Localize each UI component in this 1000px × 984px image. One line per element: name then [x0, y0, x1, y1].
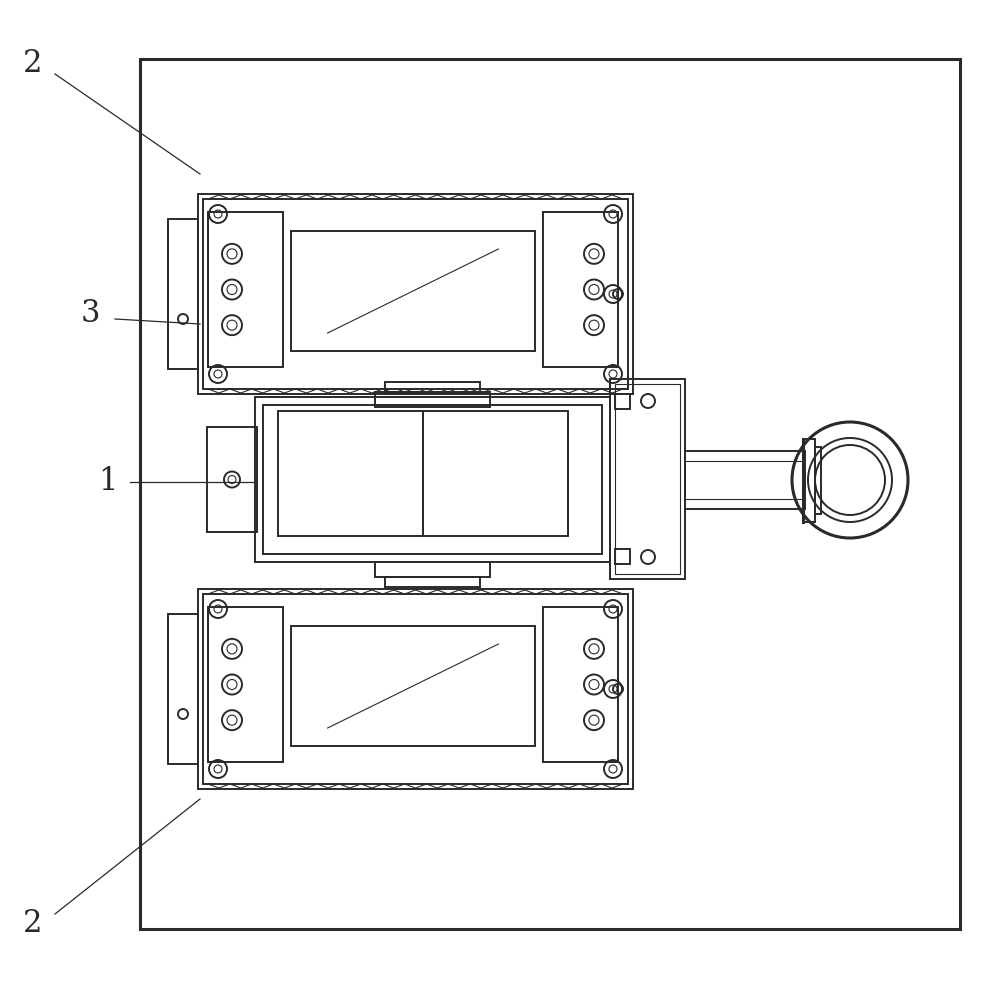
Bar — [203, 594, 628, 784]
Bar — [291, 231, 535, 351]
Bar — [385, 382, 480, 392]
Bar — [423, 411, 568, 536]
Bar — [207, 427, 257, 532]
Bar — [168, 614, 198, 764]
Bar — [543, 607, 618, 762]
Bar — [685, 451, 805, 509]
Bar — [615, 384, 680, 574]
Bar — [385, 577, 480, 587]
Bar — [198, 589, 633, 789]
Bar — [198, 194, 633, 394]
Bar — [208, 212, 283, 367]
Bar — [803, 439, 815, 522]
Bar — [203, 199, 628, 389]
Bar — [615, 549, 630, 564]
Text: 2: 2 — [23, 908, 43, 940]
Bar — [815, 447, 821, 514]
Bar — [278, 411, 423, 536]
Bar — [263, 405, 602, 554]
Bar — [140, 59, 960, 929]
Text: 2: 2 — [23, 48, 43, 80]
Bar — [255, 397, 610, 562]
Bar — [375, 562, 490, 577]
Bar — [291, 626, 535, 746]
Bar — [543, 212, 618, 367]
Text: 1: 1 — [98, 466, 118, 498]
Bar — [208, 607, 283, 762]
Bar — [168, 219, 198, 369]
Bar — [615, 394, 630, 409]
Bar — [610, 379, 685, 579]
Text: 3: 3 — [80, 298, 100, 330]
Bar — [375, 392, 490, 407]
